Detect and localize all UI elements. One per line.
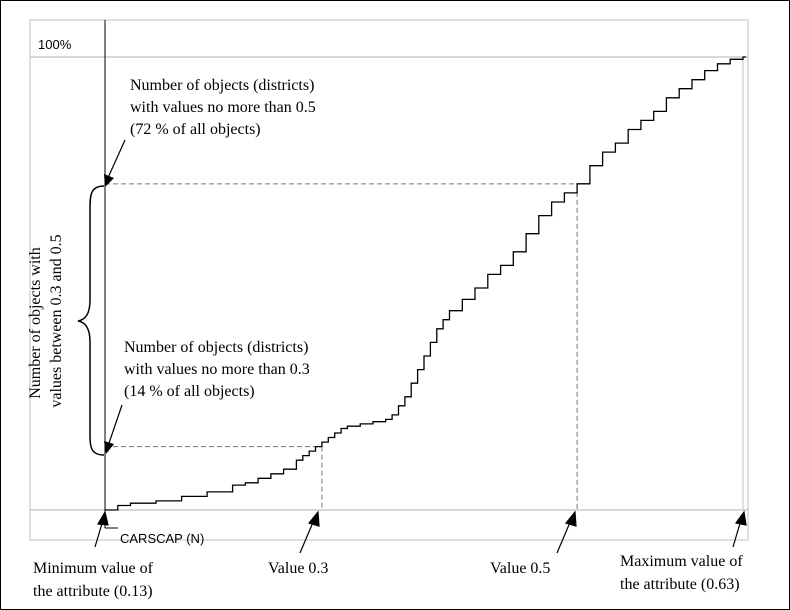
- lower-note-arrowhead: [104, 441, 114, 454]
- value-03-label: Value 0.3: [268, 560, 328, 577]
- brace-label: Number of objects with values between 0.…: [27, 234, 65, 407]
- upper-note-arrow: [106, 139, 126, 181]
- bottom-arrows: [94, 510, 747, 554]
- attribute-label: CARSCAP (N): [120, 531, 204, 546]
- range-brace: [77, 185, 105, 456]
- upper-note: Number of objects (districts) with value…: [130, 77, 320, 138]
- value-05-label: Value 0.5: [490, 560, 550, 577]
- lower-note-arrow: [107, 404, 123, 447]
- lower-note: Number of objects (districts) with value…: [124, 339, 314, 400]
- top-percent-label: 100%: [38, 37, 72, 52]
- max-note: Maximum value of the attribute (0.63): [620, 553, 747, 593]
- reference-lines: [105, 183, 578, 510]
- upper-note-arrowhead: [104, 174, 114, 187]
- min-note: Minimum value of the attribute (0.13): [33, 560, 157, 600]
- cumulative-step-line: [105, 56, 746, 511]
- plot-area: [29, 19, 749, 541]
